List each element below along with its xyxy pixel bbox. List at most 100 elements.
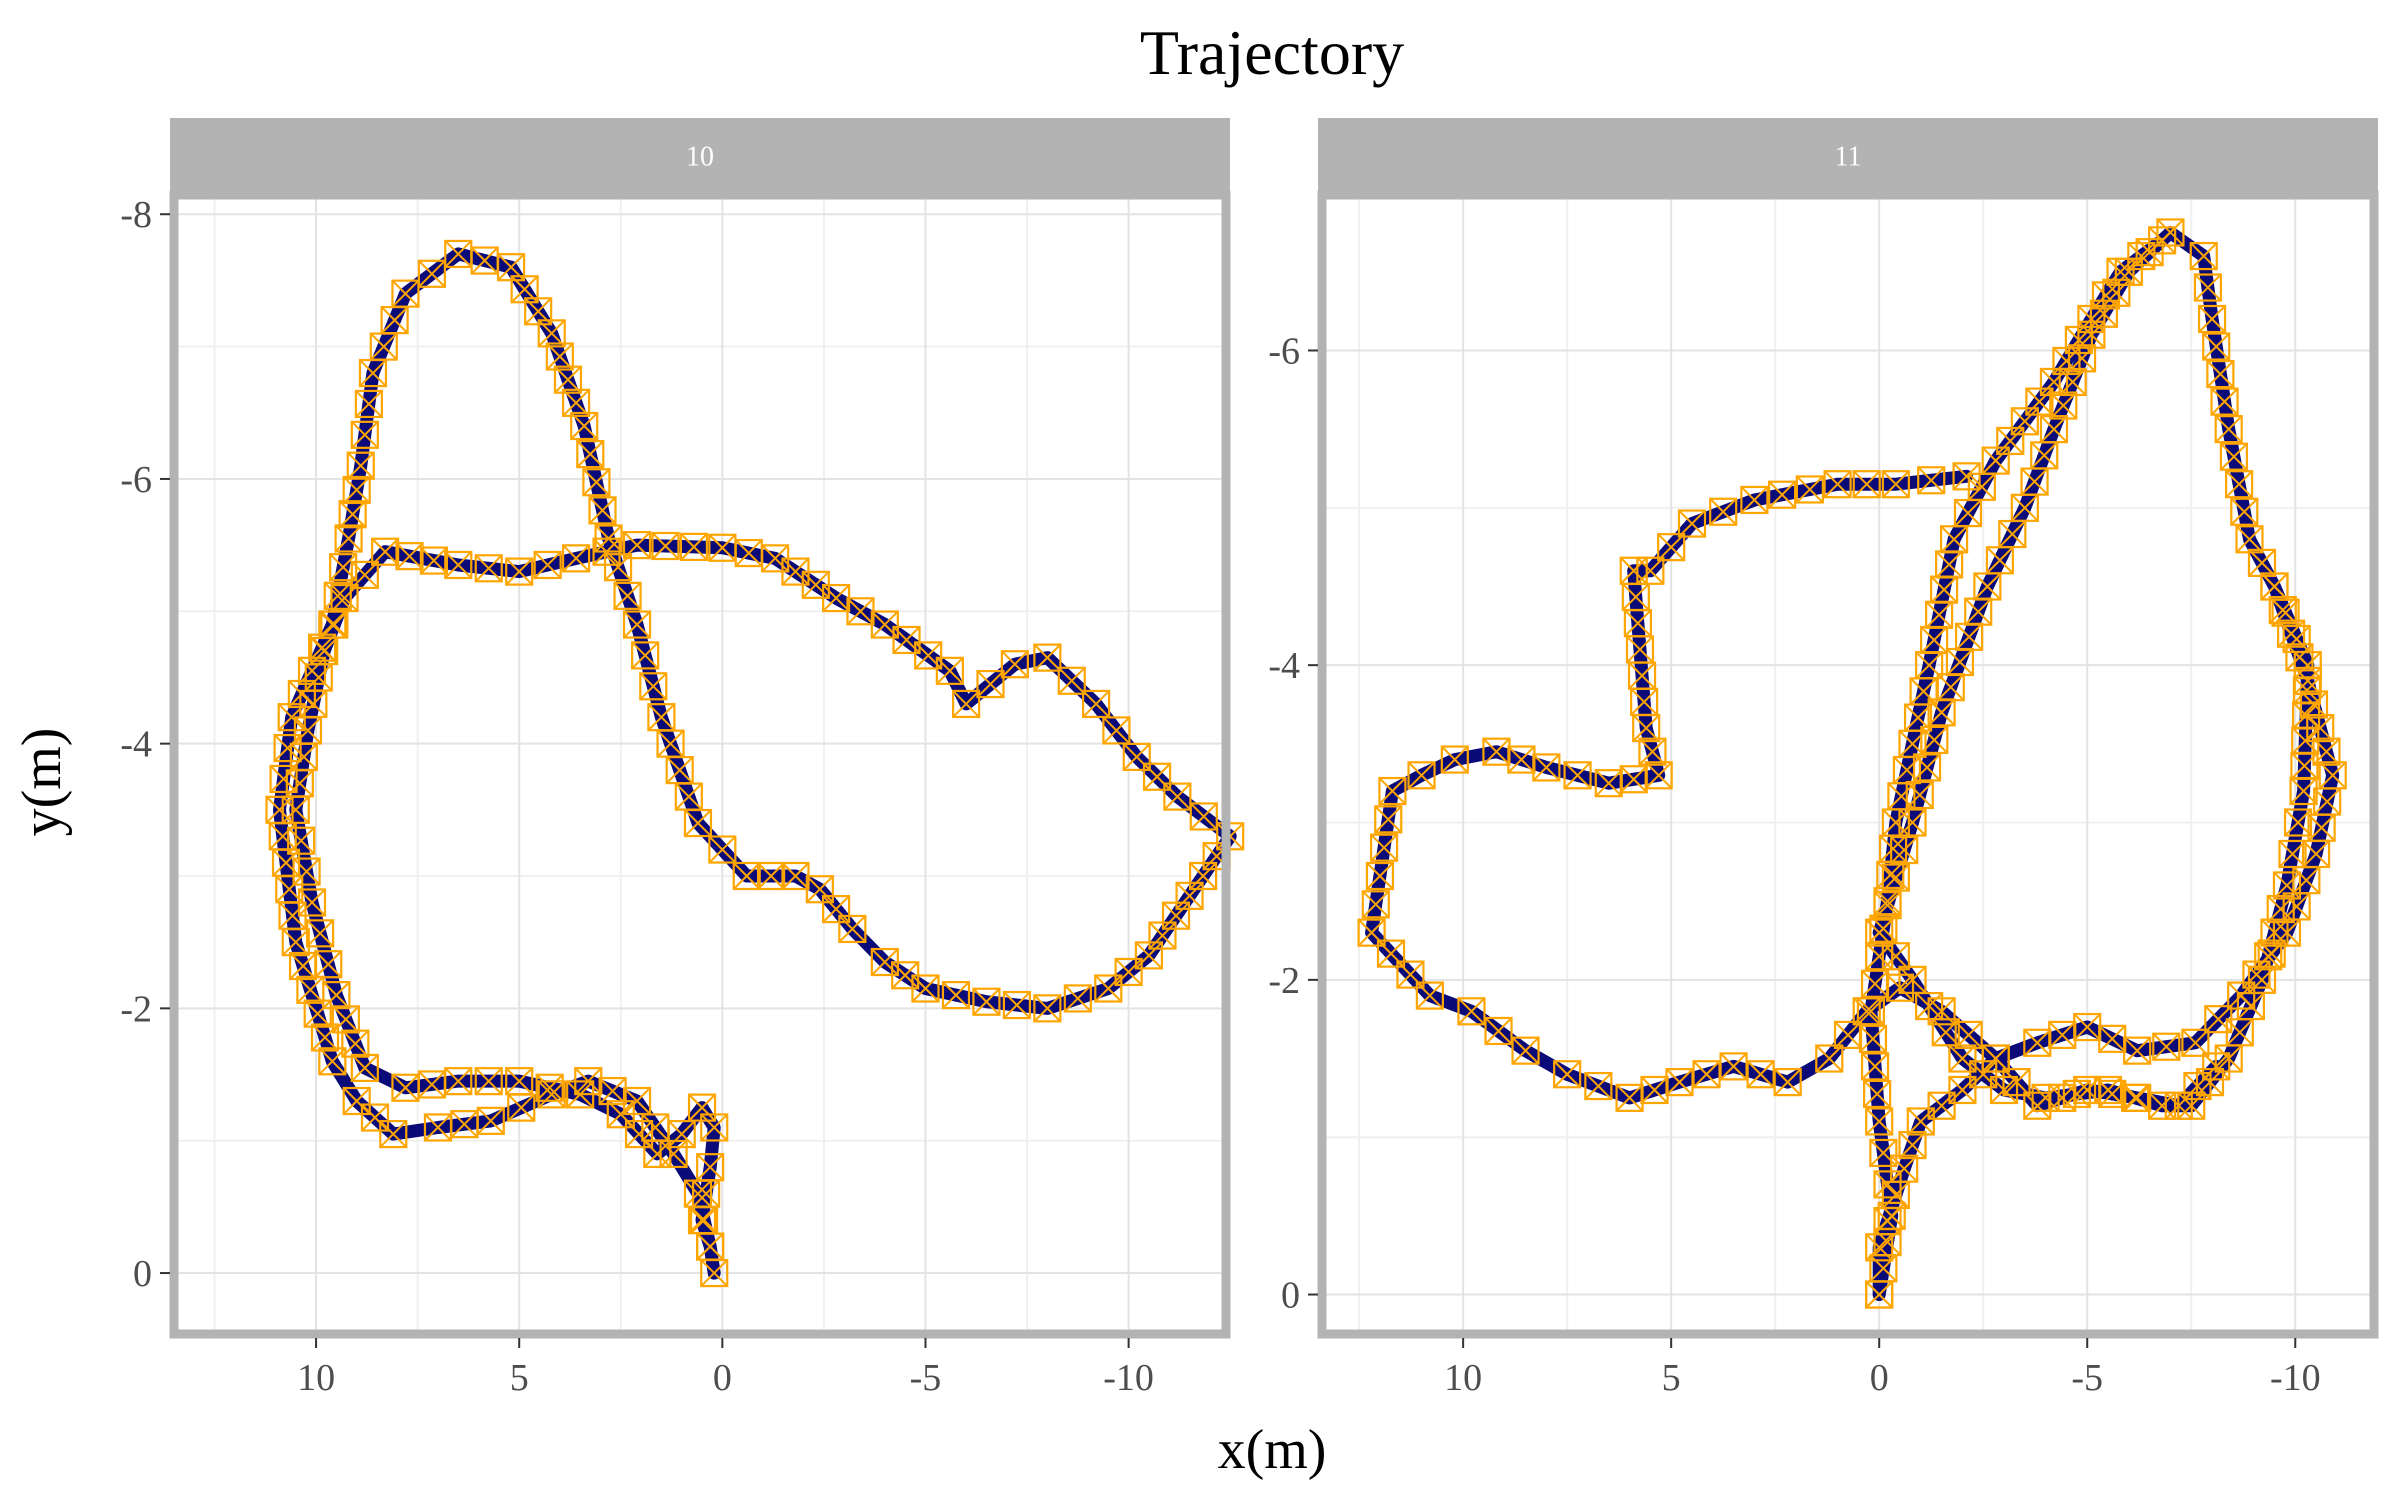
trajectory-point-marker [659,1139,688,1169]
x-tick-label: 5 [510,1357,529,1399]
trajectory-point-marker [1082,689,1111,719]
trajectory-point-marker [679,532,709,561]
trajectory-point-marker [2254,942,2283,971]
trajectory-point-marker [1898,729,1927,758]
x-tick-label: 10 [297,1357,335,1399]
trajectory-point-marker [1869,914,1898,943]
trajectory-point-marker [1898,1130,1927,1160]
trajectory-point-marker [1163,782,1192,811]
trajectory-point-marker [838,914,867,944]
trajectory-point-marker [391,1073,420,1102]
trajectory-point-marker [1114,957,1143,987]
trajectory-point-marker [2293,651,2322,680]
trajectory-point-marker [1815,1044,1844,1073]
trajectory-point-marker [341,1029,370,1058]
trajectory-point-marker [1917,466,1946,495]
trajectory-point-marker [350,1053,379,1083]
trajectory-point-marker [1852,470,1881,499]
trajectory-point-marker [1102,716,1131,745]
chart-title: Trajectory [1140,17,1404,88]
trajectory-point-marker [2077,304,2106,334]
trajectory-point-marker [2260,572,2289,601]
y-axis-label: y(m) [11,728,73,837]
trajectory-point-marker [2025,387,2054,416]
trajectory-point-marker [1374,805,1403,834]
trajectory-point-marker [507,1093,536,1122]
trajectory-point-marker [1967,472,1996,501]
x-tick-label: 0 [713,1357,732,1399]
facet-strip-label: 11 [1835,142,1862,173]
panel-border [1317,190,2379,1339]
trajectory-point-marker [1378,776,1407,806]
facet-strip [1318,118,2378,195]
trajectory-point-marker [379,1119,408,1149]
trajectory-point-marker [603,553,633,582]
trajectory-point-marker [935,656,964,685]
trajectory-point-marker [2002,1068,2031,1097]
trajectory-point-marker [2123,1036,2152,1065]
trajectory-point-marker [2210,387,2239,416]
trajectory-point-marker [622,1086,652,1116]
trajectory-point-marker [1865,1107,1894,1136]
trajectory-point-marker [1740,485,1769,515]
trajectory-point-marker [689,1206,719,1235]
trajectory-point-marker [952,689,981,719]
trajectory-point-marker [641,1113,670,1142]
trajectory-point-marker [1996,426,2025,456]
trajectory-point-marker [1369,833,1399,862]
trajectory-point-marker [2164,1091,2193,1120]
trajectory-point-marker [2272,871,2302,900]
trajectory-point-marker [708,835,737,864]
y-tick-label: -6 [120,459,152,501]
trajectory-point-marker [474,554,503,583]
trajectory-point-marker [1952,462,1981,491]
trajectory-point-marker [1823,470,1852,499]
y-tick-label: -2 [1268,960,1300,1002]
trajectory-point-marker [2202,1052,2231,1081]
trajectory-point-marker [346,451,375,480]
trajectory-point-marker [338,500,367,529]
y-tick-label: -4 [1268,645,1300,687]
trajectory-point-marker [1532,753,1561,782]
trajectory-point-marker [1860,1052,1890,1081]
trajectory-point-marker [687,1093,717,1122]
trajectory-point-marker [1881,470,1910,499]
trajectory-point-marker [1584,1071,1613,1101]
trajectory-point-marker [419,546,448,575]
trajectory-point-marker [576,440,605,469]
trajectory-point-marker [1511,1036,1540,1065]
trajectory-point-marker [972,987,1001,1016]
facet-panel-10: 10 10 5 0 -5 -10 0 -2 -4 -6 -8 [120,118,1245,1399]
trajectory-point-marker [2235,525,2264,554]
x-tick-label: -5 [910,1357,942,1399]
trajectory-point-marker [476,1106,505,1135]
trajectory-point-marker [1482,737,1511,766]
panel-border [169,190,1231,1339]
trajectory-point-marker [1677,509,1707,538]
trajectory-point-marker [1852,997,1881,1026]
trajectory-point-marker [2152,1032,2181,1061]
trajectory-point-marker [342,1086,371,1116]
trajectory-point-marker [2266,894,2295,924]
trajectory-point-marker [1863,1079,1892,1109]
trajectory-point-marker [1365,861,1395,891]
trajectory-point-marker [574,1067,603,1096]
trajectory-point-marker [639,672,668,701]
trajectory-point-marker [1985,546,2014,575]
trajectory-point-marker [371,537,400,566]
trajectory-point-marker [1484,1016,1513,1046]
trajectory-point-marker [2260,918,2289,947]
trajectory-point-marker [1134,941,1164,970]
trajectory-point-marker [505,557,534,586]
trajectory-point-marker [756,861,786,891]
trajectory-point-marker [395,542,424,571]
trajectory-point-marker [570,411,599,441]
trajectory-point-marker [277,703,306,732]
trajectory-point-marker [1773,1068,1802,1097]
trajectory-point-marker [647,703,676,732]
trajectory-point-marker [1594,769,1623,798]
trajectory-point-marker [1865,942,1894,971]
trajectory-point-marker [2193,273,2222,302]
trajectory-point-marker [2247,965,2277,994]
trajectory-point-marker [696,1232,725,1261]
